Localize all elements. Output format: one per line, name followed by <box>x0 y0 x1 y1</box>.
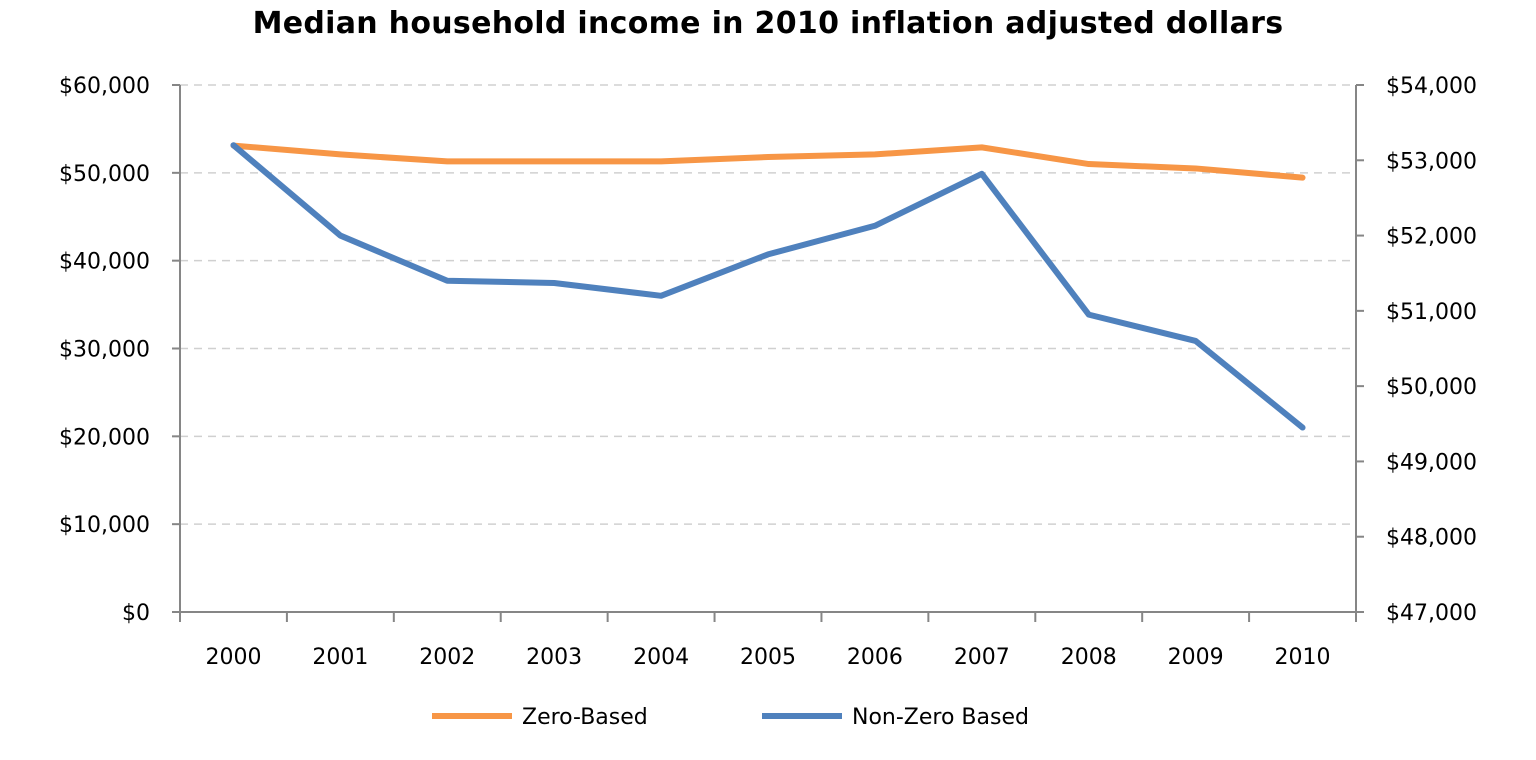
x-tick-label: 2005 <box>740 645 796 670</box>
x-tick-label: 2009 <box>1168 645 1224 670</box>
y-right-tick-label: $49,000 <box>1386 450 1477 475</box>
y-right-tick-label: $53,000 <box>1386 149 1477 174</box>
axis-layer: $0 $10,000 $20,000 $30,000 $40,000 $50,000 $60… <box>59 74 1477 670</box>
y-left-tick-label: $20,000 <box>59 425 150 450</box>
y-left-tick-label: $0 <box>122 601 150 626</box>
x-tick-label: 2001 <box>312 645 368 670</box>
grid-layer <box>180 84 1356 525</box>
y-right-tick-label: $51,000 <box>1386 300 1477 325</box>
x-tick-label: 2000 <box>205 645 261 670</box>
y-right-tick-label: $54,000 <box>1386 74 1477 99</box>
x-tick-label: 2003 <box>526 645 582 670</box>
y-left-tick-label: $60,000 <box>59 74 150 99</box>
x-tick-label: 2008 <box>1061 645 1117 670</box>
y-left-tick-label: $40,000 <box>59 250 150 275</box>
y-right-tick-label: $52,000 <box>1386 225 1477 250</box>
x-tick-label: 2004 <box>633 645 689 670</box>
y-left-tick-label: $50,000 <box>59 162 150 187</box>
chart-title: Median household income in 2010 inflatio… <box>252 6 1284 41</box>
x-tick-label: 2007 <box>954 645 1010 670</box>
y-left-tick-label: $10,000 <box>59 513 150 538</box>
legend-label-zero-based: Zero-Based <box>522 705 648 730</box>
y-right-tick-label: $50,000 <box>1386 375 1477 400</box>
x-tick-label: 2010 <box>1275 645 1331 670</box>
legend-label-non-zero-based: Non-Zero Based <box>852 705 1029 730</box>
legend: Zero-Based Non-Zero Based <box>432 705 1029 730</box>
y-right-tick-label: $47,000 <box>1386 601 1477 626</box>
series-line-zero-based <box>230 142 1306 181</box>
x-tick-label: 2006 <box>847 645 903 670</box>
y-left-tick-label: $30,000 <box>59 338 150 363</box>
y-right-tick-label: $48,000 <box>1386 526 1477 551</box>
series-line-non-zero-based <box>230 142 1306 431</box>
series-layer <box>230 142 1306 431</box>
x-tick-label: 2002 <box>419 645 475 670</box>
